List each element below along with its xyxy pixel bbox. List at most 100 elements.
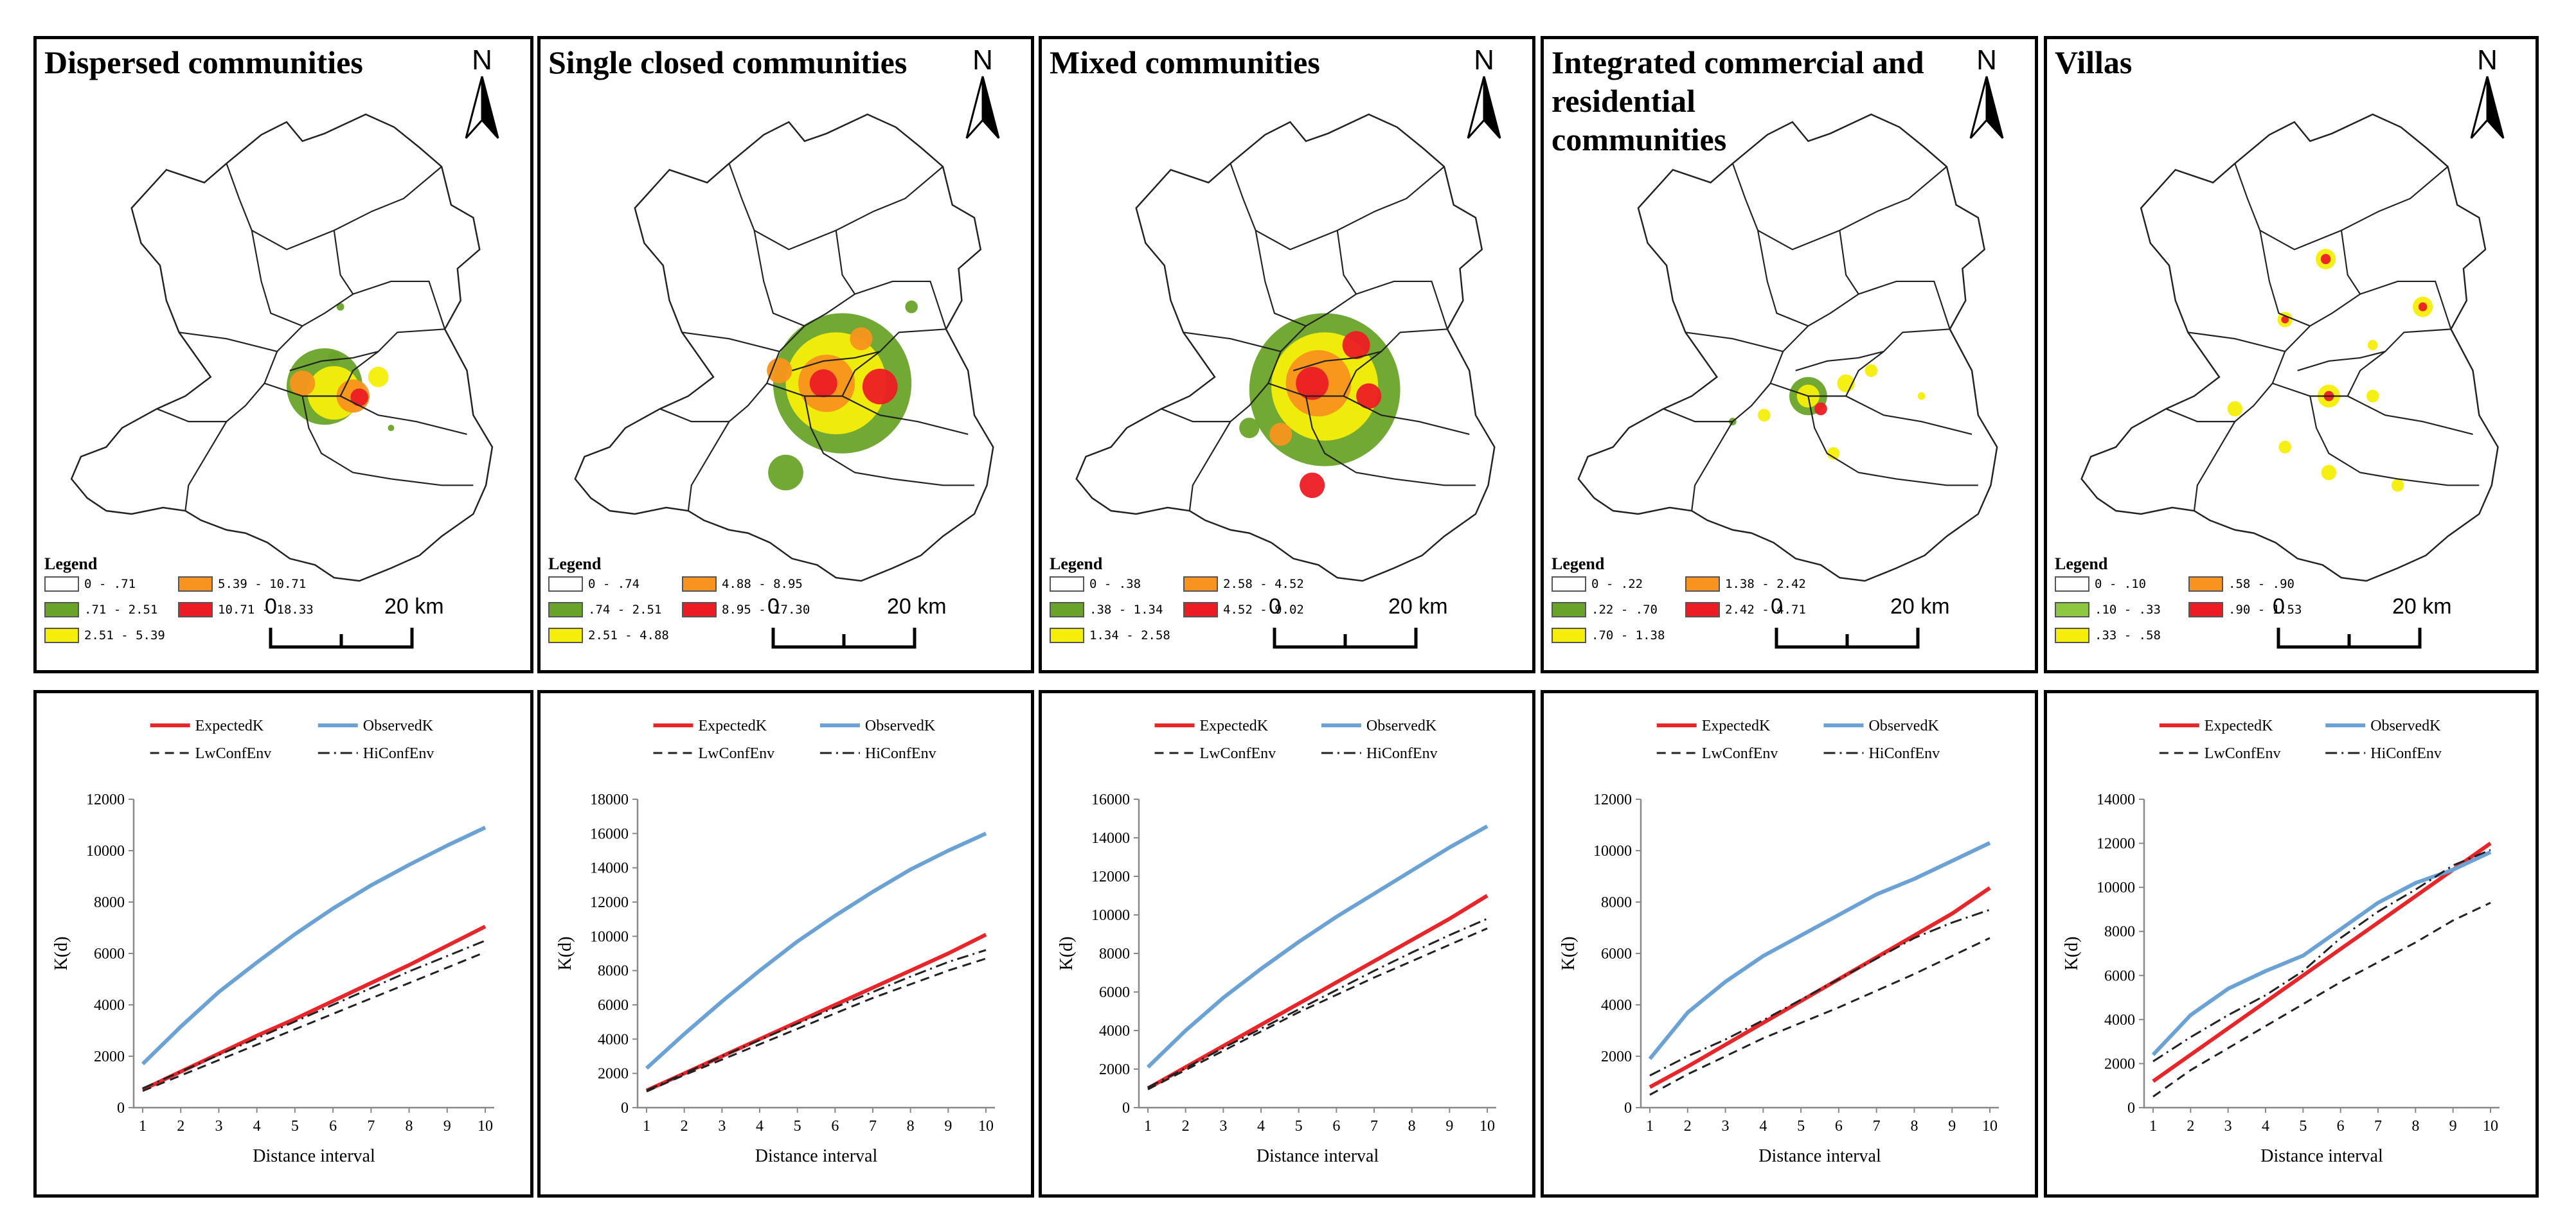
y-tick-label: 14000 [2097, 792, 2135, 808]
density-hotspot [768, 454, 803, 491]
legend-range: .90 - 1.53 [2228, 603, 2302, 617]
legend-label: HiConfEnv [865, 745, 936, 762]
x-tick-label: 2 [681, 1118, 688, 1135]
y-tick-label: 10000 [86, 843, 125, 860]
legend-range: 2.58 - 4.52 [1223, 577, 1304, 591]
x-tick-label: 7 [1873, 1118, 1881, 1135]
scale-end: 20 km [887, 594, 947, 619]
density-hotspot [1917, 392, 1926, 400]
map-title: Villas [2055, 43, 2132, 82]
district-boundary [1161, 408, 1231, 423]
y-tick-label: 4000 [598, 1031, 629, 1048]
legend-range: 1.38 - 2.42 [1725, 577, 1806, 591]
legend-range: .70 - 1.38 [1591, 628, 1665, 642]
legend-range: 0 - .22 [1591, 577, 1643, 591]
legend-swatch [682, 602, 717, 617]
district-boundary [1230, 163, 1445, 251]
density-hotspot [2278, 440, 2291, 454]
density-hotspot [905, 300, 918, 314]
y-tick-label: 2000 [1099, 1061, 1130, 1078]
scale-start: 0 [767, 594, 780, 619]
y-tick-label: 18000 [590, 792, 629, 808]
y-tick-label: 10000 [1091, 907, 1130, 924]
scale-start: 0 [1771, 594, 1783, 619]
scale-start: 0 [265, 594, 277, 619]
legend-range: 2.42 - 4.71 [1725, 603, 1806, 617]
district-boundary [1663, 408, 1733, 423]
region-boundary [1075, 113, 1496, 582]
x-tick-label: 10 [2483, 1118, 2498, 1135]
density-hotspot [1300, 472, 1325, 499]
y-tick-label: 10000 [1593, 843, 1632, 860]
legend-range: 1.34 - 2.58 [1089, 628, 1170, 642]
series-line-observedk [141, 826, 487, 1066]
x-tick-label: 9 [944, 1118, 952, 1135]
y-tick-label: 12000 [2097, 836, 2135, 853]
x-tick-label: 3 [215, 1118, 222, 1135]
map-panel-dispersed: Dispersed communities N Legend 0 - .71 .71 -… [33, 36, 533, 673]
density-hotspot [368, 366, 389, 387]
series-line-observedk [645, 831, 987, 1070]
map-title-line: Single closed communities [548, 44, 908, 80]
x-tick-label: 6 [2337, 1118, 2345, 1135]
density-hotspot [350, 388, 368, 407]
y-axis-label: K(d) [51, 937, 71, 971]
legend-label: ObservedK [1366, 718, 1437, 734]
y-tick-label: 4000 [1099, 1023, 1130, 1040]
x-tick-label: 3 [1722, 1118, 1730, 1135]
district-boundary [1731, 163, 1947, 251]
x-tick-label: 9 [1445, 1118, 1453, 1135]
legend-swatch [682, 576, 717, 592]
legend-title: Legend [1552, 554, 1605, 573]
x-tick-label: 1 [1144, 1118, 1152, 1135]
district-boundary [681, 325, 805, 353]
district-boundary [687, 351, 780, 511]
legend-swatch [44, 602, 79, 617]
x-tick-label: 1 [2149, 1118, 2157, 1135]
legend-label: ExpectedK [1702, 718, 1771, 734]
district-boundary [1691, 351, 1784, 511]
x-tick-label: 9 [2449, 1118, 2457, 1135]
legend-label: LwConfEnv [195, 745, 272, 762]
district-boundary [835, 230, 855, 295]
series-line-hiconfenv [142, 939, 486, 1090]
legend-swatch [178, 576, 213, 592]
district-boundary [766, 382, 969, 436]
district-boundary [2340, 230, 2361, 295]
district-boundary [333, 230, 354, 295]
district-boundary [791, 350, 881, 371]
k-function-chart: 0 2000 4000 6000 8000 10000 12000 14000 16000 1 2 3… [1057, 718, 1496, 1166]
district-boundary [2234, 163, 2449, 251]
axis-line [2143, 799, 2500, 1109]
district-boundary [2347, 328, 2451, 396]
legend-label: ObservedK [363, 718, 434, 734]
chart-panel-single-closed: 0 2000 4000 6000 8000 10000 12000 14000 16000 180… [537, 690, 1034, 1198]
x-tick-label: 6 [329, 1118, 337, 1135]
y-tick-label: 10000 [590, 928, 629, 945]
k-function-chart: 0 2000 4000 6000 8000 10000 12000 1 2 3 4 5 6 7 8 9 10 Di… [51, 718, 494, 1166]
legend-range: 0 - .38 [1089, 577, 1141, 591]
district-boundary [753, 230, 805, 327]
legend-range: 0 - .71 [84, 577, 136, 591]
x-tick-label: 7 [1370, 1118, 1378, 1135]
map-panel-mixed: Mixed communities N Legend 0 - .38 .38 - 1.3… [1039, 36, 1535, 673]
x-tick-label: 6 [1332, 1118, 1340, 1135]
district-boundary [179, 325, 303, 353]
series-line-hiconfenv [1147, 917, 1488, 1088]
district-boundary [804, 280, 947, 330]
legend-range: .22 - .70 [1591, 603, 1658, 617]
k-function-chart: 0 2000 4000 6000 8000 10000 12000 14000 1 2 3 4 5 6 7 8… [2062, 718, 2500, 1166]
legend-swatch [1050, 628, 1084, 643]
map-outline [2080, 113, 2499, 582]
legend-label: ObservedK [865, 718, 936, 734]
district-boundary [1292, 350, 1382, 371]
district-boundary [1807, 280, 1951, 330]
north-label: N [472, 44, 492, 76]
series-line-lwconfenv [646, 957, 987, 1093]
legend-swatch [178, 602, 213, 617]
density-hotspot [1296, 366, 1329, 400]
district-boundary [2309, 280, 2452, 330]
x-tick-label: 3 [2224, 1118, 2232, 1135]
district-boundary [659, 408, 729, 423]
y-tick-label: 6000 [1099, 984, 1130, 1001]
